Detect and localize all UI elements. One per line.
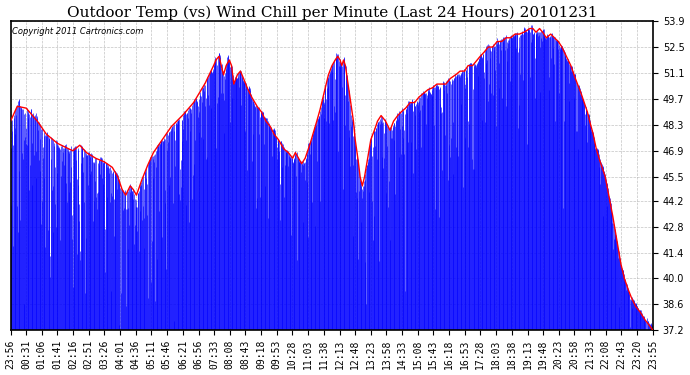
Title: Outdoor Temp (vs) Wind Chill per Minute (Last 24 Hours) 20101231: Outdoor Temp (vs) Wind Chill per Minute …	[66, 6, 597, 20]
Text: Copyright 2011 Cartronics.com: Copyright 2011 Cartronics.com	[12, 27, 144, 36]
